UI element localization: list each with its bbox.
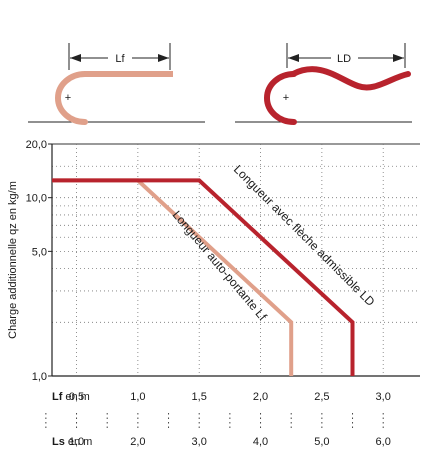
x-axis-label-secondary: Ls en m [52, 436, 92, 448]
plus-sign-left: + [65, 92, 71, 104]
series-label-self-supporting: Longueur auto-portante Lf [170, 208, 270, 324]
dimension-arrow-right-start [288, 54, 299, 62]
x-tick-label-primary: 2,5 [314, 391, 329, 403]
x-tick-label-primary: 1,0 [130, 391, 145, 403]
dimension-label-ld: LD [337, 53, 351, 65]
x-axis-label-primary-unit: en m [65, 391, 89, 403]
x-tick-labels-primary: 0,5 1,0 1,5 2,0 2,5 3,0 [69, 391, 391, 403]
series-line-deflection [52, 178, 355, 376]
x-tick-label-primary: 2,0 [253, 391, 268, 403]
y-tick-label: 1,0 [32, 371, 47, 383]
x-axis-label-primary-symbol: Lf [52, 391, 63, 403]
y-axis-label: Charge additionnelle qz en kg/m [7, 181, 19, 339]
x-tick-label-secondary: 1,0 [69, 436, 84, 448]
diagram-deflection: + LD [235, 43, 412, 125]
x-tick-label-secondary: 2,0 [130, 436, 145, 448]
x-tick-labels-secondary: 1,0 2,0 3,0 4,0 5,0 6,0 [69, 436, 391, 448]
series-lines [52, 178, 355, 376]
x-tick-label-primary: 0,5 [69, 391, 84, 403]
x-tick-label-secondary: 6,0 [376, 436, 391, 448]
x-tick-label-primary: 3,0 [376, 391, 391, 403]
diagram-self-supporting: + Lf [28, 43, 205, 125]
dimension-arrow-right-end [393, 54, 404, 62]
x-axis-label-primary: Lf en m [52, 391, 90, 403]
x-tick-label-secondary: 5,0 [314, 436, 329, 448]
y-tick-label: 10,0 [26, 193, 47, 205]
x-axis-label-secondary-symbol: Ls [52, 436, 65, 448]
x-axis-label-secondary-unit: en m [68, 436, 92, 448]
x-tick-label-secondary: 3,0 [192, 436, 207, 448]
hose-sagging-right [290, 66, 411, 91]
x-tick-label-secondary: 4,0 [253, 436, 268, 448]
dimension-arrow-left-start [70, 54, 81, 62]
plot-area: 1,0 5,0 10,0 20,0 0,5 1,0 1,5 2,0 2,5 3,0 1,0 2,0… [7, 139, 420, 448]
axis-connector-marks [45, 413, 384, 429]
dimension-arrow-left-end [158, 54, 169, 62]
plus-sign-right: + [283, 92, 289, 104]
y-tick-label: 20,0 [26, 139, 47, 151]
y-tick-labels: 1,0 5,0 10,0 20,0 [26, 139, 52, 383]
dimension-label-lf: Lf [115, 53, 125, 65]
series-line-self-supporting [52, 178, 294, 376]
hose-curve-left [55, 71, 88, 125]
y-tick-label: 5,0 [32, 246, 47, 258]
hose-curve-right [264, 71, 297, 125]
x-tick-label-primary: 1,5 [192, 391, 207, 403]
